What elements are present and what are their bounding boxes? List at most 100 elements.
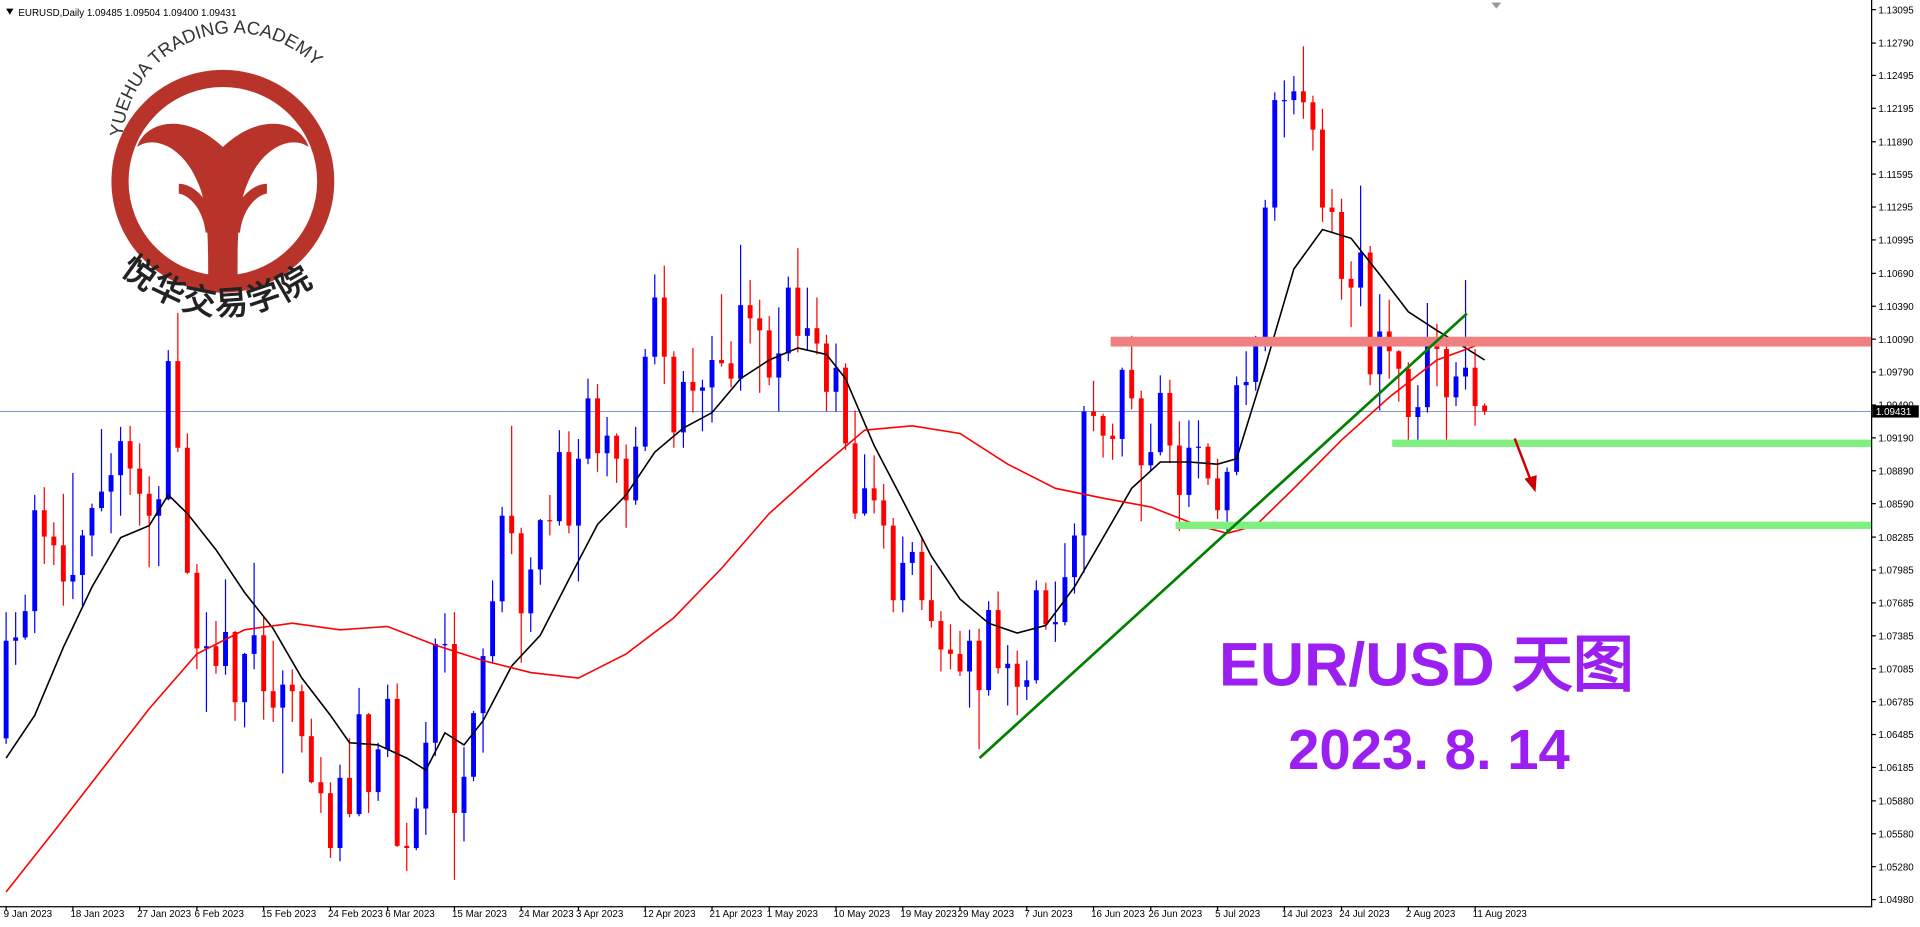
x-tick-label: 11 Aug 2023 xyxy=(1473,909,1528,920)
chart-subtitle: 2023. 8. 14 xyxy=(1288,718,1570,781)
x-tick-label: 19 May 2023 xyxy=(900,909,957,920)
candle-body xyxy=(1234,385,1240,472)
candle-body xyxy=(1396,351,1402,369)
support-zone xyxy=(1392,439,1872,447)
candle-body xyxy=(1072,535,1077,578)
candle-body xyxy=(1205,446,1211,479)
candle-body xyxy=(671,356,677,433)
candle-body xyxy=(633,446,639,501)
candle-body xyxy=(566,452,572,526)
candle-body xyxy=(719,360,724,364)
y-tick-label: 1.08590 xyxy=(1878,499,1914,510)
candle-body xyxy=(1215,478,1220,511)
candle-body xyxy=(948,649,953,654)
candle-body xyxy=(1320,129,1325,208)
candle-body xyxy=(1329,207,1335,212)
candle-body xyxy=(1472,367,1478,407)
x-tick-label: 9 Jan 2023 xyxy=(4,909,53,920)
y-tick-label: 1.06185 xyxy=(1878,763,1914,774)
candle-body xyxy=(967,640,972,672)
y-tick-label: 1.07085 xyxy=(1878,664,1914,675)
x-tick-label: 3 Apr 2023 xyxy=(576,909,624,920)
y-tick-label: 1.05580 xyxy=(1878,829,1914,840)
x-tick-label: 12 Apr 2023 xyxy=(643,909,696,920)
candle-body xyxy=(1291,91,1297,101)
candle-body xyxy=(1253,339,1259,382)
candle-body xyxy=(795,287,801,336)
candle-body xyxy=(51,536,57,546)
y-tick-label: 1.08890 xyxy=(1878,466,1914,477)
y-tick-label: 1.13095 xyxy=(1878,5,1914,16)
y-tick-label: 1.04980 xyxy=(1878,895,1914,906)
y-tick-label: 1.05280 xyxy=(1878,862,1914,873)
candle-body xyxy=(957,653,963,672)
chart-header: EURUSD,Daily 1.09485 1.09504 1.09400 1.0… xyxy=(18,8,236,19)
y-tick-label: 1.11890 xyxy=(1878,137,1913,148)
candle-body xyxy=(366,714,372,793)
y-tick-label: 1.11295 xyxy=(1878,203,1913,214)
candle-body xyxy=(919,551,925,601)
x-tick-label: 14 Jul 2023 xyxy=(1282,909,1333,920)
candle-body xyxy=(99,491,104,509)
candle-body xyxy=(499,515,505,602)
x-tick-label: 7 Jun 2023 xyxy=(1024,909,1073,920)
candle-body xyxy=(1157,392,1163,453)
logo-ring xyxy=(111,69,335,293)
candle-body xyxy=(480,656,486,714)
candle-body xyxy=(385,698,391,750)
y-tick-label: 1.12495 xyxy=(1878,71,1914,82)
y-tick-label: 1.05880 xyxy=(1878,797,1914,808)
candle-body xyxy=(1444,349,1449,398)
x-tick-label: 6 Feb 2023 xyxy=(194,909,244,920)
candle-body xyxy=(1100,415,1106,436)
y-tick-label: 1.10090 xyxy=(1878,335,1914,346)
candle-body xyxy=(89,508,95,536)
candle-body xyxy=(280,684,286,708)
candle-body xyxy=(22,611,28,638)
candle-body xyxy=(194,572,200,649)
candle-body xyxy=(41,510,47,537)
candle-body xyxy=(509,515,515,534)
candle-body xyxy=(1033,590,1039,681)
candle-body xyxy=(1424,342,1430,408)
candle-body xyxy=(871,488,877,501)
candle-body xyxy=(1405,368,1411,418)
candle-body xyxy=(604,435,610,454)
candle-body xyxy=(728,363,734,379)
x-tick-label: 24 Jul 2023 xyxy=(1339,909,1390,920)
candle-body xyxy=(652,297,658,357)
candle-body xyxy=(1138,398,1144,466)
candle-body xyxy=(60,545,66,582)
candle-body xyxy=(318,782,324,794)
candle-body xyxy=(261,635,267,692)
candle-body xyxy=(547,520,553,522)
candle-body xyxy=(1224,471,1230,511)
candle-body xyxy=(1014,663,1020,687)
candle-body xyxy=(852,443,858,514)
candle-body xyxy=(3,640,9,739)
candle-body xyxy=(1272,100,1278,208)
candle-body xyxy=(327,793,333,849)
candle-body xyxy=(1167,392,1173,446)
support-zone xyxy=(1175,521,1872,530)
candle-body xyxy=(251,635,257,654)
candle-body xyxy=(785,287,791,354)
candle-body xyxy=(556,452,562,522)
logo-symbol xyxy=(137,123,309,280)
candle-body xyxy=(175,361,181,448)
y-tick-label: 1.06485 xyxy=(1878,730,1914,741)
candle-body xyxy=(680,381,686,433)
candle-body xyxy=(1339,211,1344,279)
candle-body xyxy=(461,776,467,813)
candle-body xyxy=(776,353,782,378)
candle-body xyxy=(299,691,305,737)
candle-body xyxy=(986,610,992,691)
x-tick-label: 26 Jun 2023 xyxy=(1148,909,1202,920)
candle-body xyxy=(1367,252,1373,375)
candle-body xyxy=(518,533,524,614)
x-tick-label: 24 Mar 2023 xyxy=(519,909,574,920)
candle-body xyxy=(471,713,476,777)
candle-body xyxy=(1243,381,1249,386)
